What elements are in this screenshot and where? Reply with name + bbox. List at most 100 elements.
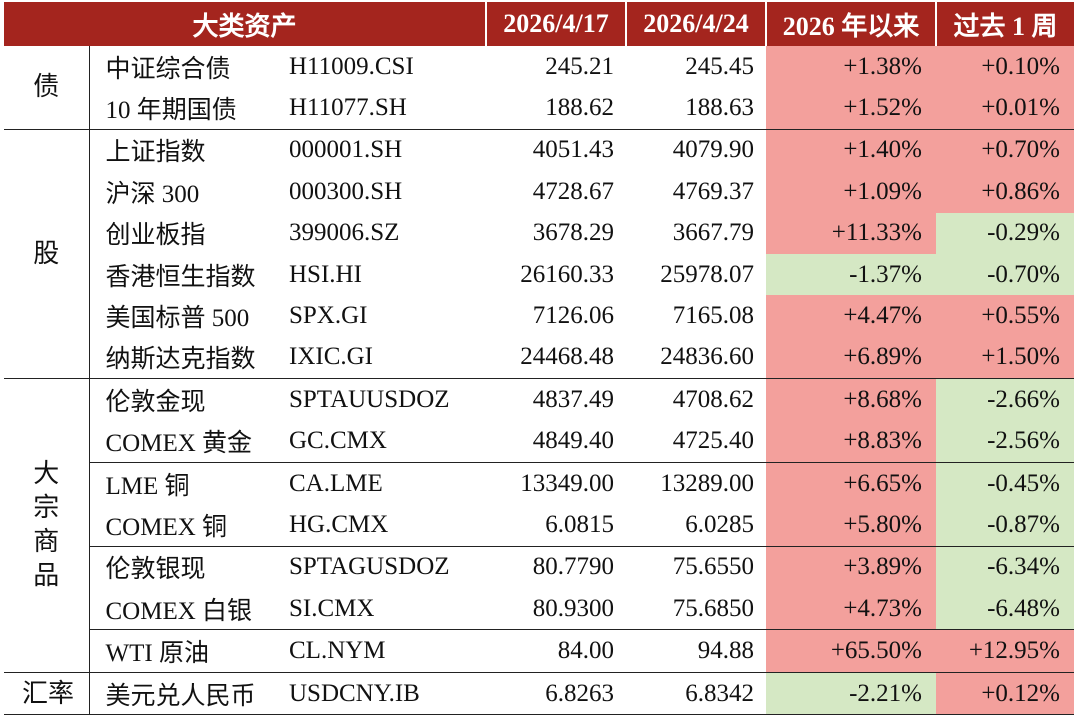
header-row: 大类资产 2026/4/17 2026/4/24 2026 年以来 过去 1 周 (4, 2, 1075, 46)
table-row: LME 铜 CA.LME 13349.00 13289.00 +6.65% -0.45% (4, 462, 1075, 505)
table-row: 纳斯达克指数 IXIC.GI 24468.48 24836.60 +6.89% +1.50… (4, 336, 1075, 380)
asset-name: COMEX 铜 (89, 504, 279, 547)
change-ytd: +65.50% (766, 629, 937, 673)
value-date1: 3678.29 (532, 219, 615, 247)
value-date1: 4051.43 (532, 136, 615, 164)
category-label: 大宗商品 (4, 378, 90, 673)
asset-name: LME 铜 (105, 472, 190, 500)
asset-code: CL.NYM (279, 629, 487, 673)
value-date2: 188.63 (626, 87, 767, 130)
table-row: 10 年期国债 H11077.SH 188.62 188.63 +1.52% +0.01% (4, 87, 1075, 130)
table-row: 沪深 300 000300.SH 4728.67 4769.37 +1.09% +0.86… (4, 171, 1075, 213)
table-row: 创业板指 399006.SZ 3678.29 3667.79 +11.33% -0.29% (4, 212, 1075, 254)
value-date1: 4849.40 (486, 420, 627, 463)
change-week: +0.70% (936, 129, 1075, 172)
asset-code: SI.CMX (279, 588, 487, 631)
change-ytd: +4.73% (766, 588, 937, 631)
asset-code: IXIC.GI (279, 336, 487, 380)
change-week: +0.55% (936, 295, 1075, 337)
asset-name: 10 年期国债 (89, 87, 279, 130)
value-date1: 6.0815 (486, 504, 627, 547)
asset-name: 纳斯达克指数 (89, 336, 279, 380)
asset-name: 伦敦银现 (105, 556, 206, 584)
asset-name: 沪深 300 (105, 180, 200, 208)
value-date2: 7165.08 (672, 302, 755, 330)
change-week: -2.66% (936, 378, 1075, 421)
value-date1: 26160.33 (520, 260, 615, 288)
change-ytd: +1.09% (766, 171, 937, 213)
change-week: +12.95% (936, 629, 1075, 673)
asset-code: SPX.GI (289, 302, 368, 330)
value-date1: 84.00 (486, 629, 627, 673)
asset-code: SPTAGUSDOZ (289, 553, 450, 581)
change-ytd: +6.89% (766, 336, 937, 380)
asset-name: 中证综合债 (105, 55, 231, 83)
change-week: -0.70% (936, 253, 1075, 296)
header-date2: 2026/4/24 (626, 2, 768, 46)
asset-name: COMEX 黄金 (89, 420, 279, 463)
table-row: 债中证综合债 H11009.CSI 245.21 245.45 +1.38% +0.10% (4, 46, 1075, 130)
asset-code: 000300.SH (289, 177, 403, 205)
value-date2: 4725.40 (626, 420, 767, 463)
category-label: 股 (4, 129, 90, 380)
asset-code: SPTAUUSDOZ (289, 385, 450, 413)
table-row: 大宗商品 伦敦金现 SPTAUUSDOZ 4837.49 4708.62 +8.68% -2… (4, 378, 1075, 673)
category-label: 债 (4, 46, 90, 130)
value-date2: 75.6850 (626, 588, 767, 631)
change-ytd: +3.89% (766, 546, 937, 589)
value-date2: 4708.62 (672, 385, 755, 413)
value-date2: 6.8342 (626, 672, 767, 716)
header-asset-class: 大类资产 (4, 2, 488, 46)
change-week: +0.01% (936, 87, 1075, 130)
value-date2: 4079.90 (672, 136, 755, 164)
asset-name: 香港恒生指数 (105, 263, 256, 291)
value-date2: 13289.00 (660, 469, 755, 497)
change-week: +0.86% (936, 171, 1075, 213)
value-date1: 80.7790 (532, 553, 615, 581)
value-date2: 25978.07 (660, 260, 755, 288)
value-date1: 24468.48 (486, 336, 627, 380)
table-row: COMEX 黄金 GC.CMX 4849.40 4725.40 +8.83% -2.56% (4, 420, 1075, 463)
change-week: +0.10% (936, 46, 1075, 88)
change-ytd: +1.52% (766, 87, 937, 130)
value-date2: 75.6550 (672, 553, 755, 581)
table-row: 香港恒生指数 HSI.HI 26160.33 25978.07 -1.37% -0.70% (4, 253, 1075, 296)
asset-code: H11009.CSI (289, 52, 414, 80)
asset-code: 000001.SH (289, 136, 403, 164)
change-ytd: +5.80% (766, 504, 937, 547)
asset-code: GC.CMX (279, 420, 487, 463)
asset-name: WTI 原油 (89, 629, 279, 673)
change-ytd: +11.33% (766, 212, 937, 254)
value-date1: 13349.00 (520, 469, 615, 497)
change-ytd: +6.65% (766, 462, 937, 505)
change-week: +0.12% (936, 672, 1075, 716)
asset-code: USDCNY.IB (279, 672, 487, 716)
header-date1: 2026/4/17 (486, 2, 628, 46)
asset-code: HG.CMX (279, 504, 487, 547)
header-week: 过去 1 周 (936, 2, 1075, 46)
asset-name: 上证指数 (105, 139, 206, 167)
change-week: +1.50% (936, 336, 1075, 380)
change-week: -0.87% (936, 504, 1075, 547)
value-date1: 4728.67 (532, 177, 615, 205)
asset-name: COMEX 白银 (89, 588, 279, 631)
table-row: 汇率 美元兑人民币 USDCNY.IB 6.8263 6.8342 -2.21% +0.12… (4, 672, 1075, 716)
change-week: -0.29% (936, 212, 1075, 254)
asset-name: 创业板指 (105, 222, 206, 250)
value-date2: 4769.37 (672, 177, 755, 205)
change-week: -6.34% (936, 546, 1075, 589)
asset-name: 美国标普 500 (105, 305, 250, 333)
change-ytd: +1.38% (766, 46, 937, 88)
change-ytd: -1.37% (766, 253, 937, 296)
table-row: COMEX 铜 HG.CMX 6.0815 6.0285 +5.80% -0.87% (4, 504, 1075, 547)
asset-code: H11077.SH (279, 87, 487, 130)
value-date2: 3667.79 (672, 219, 755, 247)
asset-performance-table: 大类资产 2026/4/17 2026/4/24 2026 年以来 过去 1 周… (4, 2, 1075, 716)
change-ytd: +4.47% (766, 295, 937, 337)
asset-code: HSI.HI (289, 260, 362, 288)
value-date2: 24836.60 (626, 336, 767, 380)
value-date1: 6.8263 (486, 672, 627, 716)
value-date1: 188.62 (486, 87, 627, 130)
change-ytd: -2.21% (766, 672, 937, 716)
value-date1: 7126.06 (532, 302, 615, 330)
